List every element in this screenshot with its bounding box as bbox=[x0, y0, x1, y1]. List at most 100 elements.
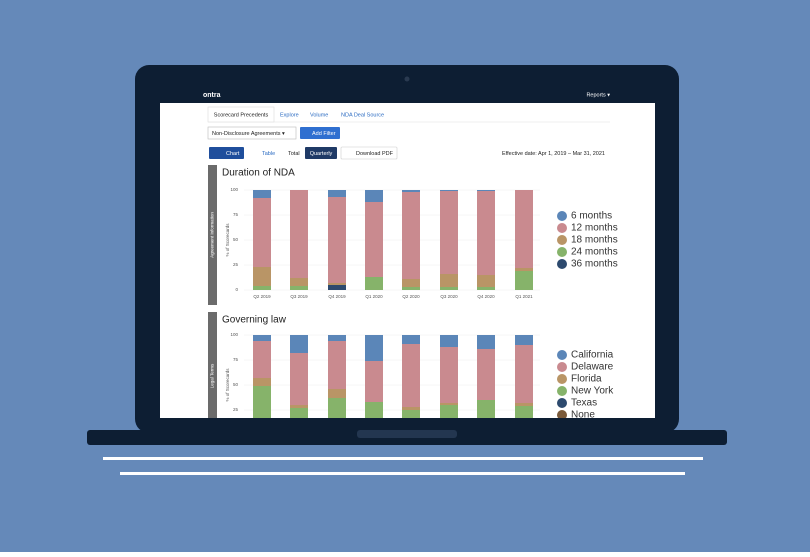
y-tick-label: 50 bbox=[233, 237, 239, 242]
bar-segment bbox=[402, 279, 420, 287]
screen: Scorecard Precedents Explore Volume NDA … bbox=[160, 103, 655, 421]
bar-segment bbox=[328, 389, 346, 398]
section-bar bbox=[208, 312, 217, 418]
deco-line bbox=[120, 472, 685, 475]
bar-segment bbox=[328, 341, 346, 389]
section-label: Legal Terms bbox=[210, 363, 215, 388]
bar-segment bbox=[515, 345, 533, 403]
trackpad-notch bbox=[357, 430, 457, 438]
bar-segment bbox=[290, 353, 308, 405]
tab[interactable]: Scorecard Precedents bbox=[214, 112, 269, 118]
bar-segment bbox=[365, 335, 383, 361]
legend-swatch bbox=[557, 350, 567, 360]
reports-menu[interactable]: Reports ▾ bbox=[586, 92, 610, 98]
bar-segment bbox=[290, 278, 308, 286]
total-button[interactable]: Total bbox=[288, 151, 300, 157]
bar-segment bbox=[253, 386, 271, 418]
add-filter-label: Add Filter bbox=[312, 131, 336, 137]
legend-label: 18 months bbox=[571, 235, 618, 246]
dropdown-label: Non-Disclosure Agreements ▾ bbox=[212, 131, 285, 137]
bar-segment bbox=[477, 349, 495, 400]
legend-swatch bbox=[557, 235, 567, 245]
chart-title: Duration of NDA bbox=[222, 168, 295, 179]
y-tick-label: 25 bbox=[233, 262, 239, 267]
x-tick-label: Q4 2020 bbox=[477, 294, 495, 299]
dropdown[interactable] bbox=[207, 126, 297, 140]
legend-label: None bbox=[571, 410, 595, 421]
chart-title: Governing law bbox=[222, 315, 287, 326]
logo: ontra bbox=[203, 92, 221, 99]
bar-segment bbox=[290, 405, 308, 408]
x-tick-label: Q2 2020 bbox=[402, 294, 420, 299]
effective-date: Effective date: Apr 1, 2019 – Mar 31, 20… bbox=[502, 151, 605, 157]
legend-swatch bbox=[557, 247, 567, 257]
download-label: Download PDF bbox=[356, 151, 394, 157]
chart-label: Chart bbox=[226, 151, 240, 157]
x-tick-label: Q1 2020 bbox=[365, 294, 383, 299]
legend-label: Texas bbox=[571, 398, 597, 409]
y-tick-label: 0 bbox=[235, 287, 238, 292]
bar-segment bbox=[365, 190, 383, 202]
bar-segment bbox=[477, 287, 495, 290]
x-tick-label: Q3 2020 bbox=[440, 294, 458, 299]
chart-button[interactable] bbox=[209, 147, 244, 159]
bar-segment bbox=[402, 410, 420, 418]
bar-segment bbox=[253, 267, 271, 286]
bar-segment bbox=[253, 198, 271, 267]
bar-segment bbox=[290, 408, 308, 418]
bar-segment bbox=[328, 283, 346, 285]
y-tick-label: 50 bbox=[233, 382, 239, 387]
bar-segment bbox=[402, 335, 420, 344]
legend-label: 12 months bbox=[571, 223, 618, 234]
bar-segment bbox=[440, 335, 458, 347]
section-label: Agreement Information bbox=[210, 212, 215, 258]
y-axis-label: % of Scorecards bbox=[225, 368, 230, 402]
legend-label: Florida bbox=[571, 374, 602, 385]
bar-segment bbox=[253, 378, 271, 386]
bar-segment bbox=[515, 268, 533, 271]
bar-segment bbox=[515, 271, 533, 290]
legend-label: 6 months bbox=[571, 211, 612, 222]
x-tick-label: Q2 2019 bbox=[253, 294, 271, 299]
bar-segment bbox=[440, 287, 458, 290]
table-button[interactable]: Table bbox=[262, 151, 275, 157]
legend-label: Delaware bbox=[571, 362, 614, 373]
bar-segment bbox=[328, 398, 346, 418]
download-button[interactable] bbox=[340, 146, 398, 160]
bar-segment bbox=[328, 190, 346, 197]
bar-segment bbox=[253, 286, 271, 290]
add-filter-button[interactable] bbox=[300, 127, 340, 139]
tab[interactable]: NDA Deal Source bbox=[341, 112, 384, 118]
bar-segment bbox=[365, 361, 383, 402]
camera bbox=[404, 76, 410, 82]
quarterly-button[interactable] bbox=[305, 147, 337, 159]
bar-segment bbox=[477, 400, 495, 418]
legend-swatch bbox=[557, 374, 567, 384]
bar-segment bbox=[440, 405, 458, 418]
bar-segment bbox=[440, 403, 458, 405]
bar-segment bbox=[477, 275, 495, 287]
legend-swatch bbox=[557, 362, 567, 372]
legend-swatch bbox=[557, 410, 567, 418]
x-tick-label: Q3 2019 bbox=[290, 294, 308, 299]
bar-segment bbox=[402, 190, 420, 192]
bar-segment bbox=[515, 335, 533, 345]
bar-segment bbox=[253, 335, 271, 341]
tab[interactable]: Explore bbox=[280, 112, 299, 118]
y-tick-label: 25 bbox=[233, 407, 239, 412]
legend-label: 36 months bbox=[571, 259, 618, 270]
y-tick-label: 100 bbox=[230, 332, 238, 337]
quarterly-label: Quarterly bbox=[310, 151, 333, 157]
bar-segment bbox=[440, 191, 458, 274]
bar-segment bbox=[402, 287, 420, 290]
tab[interactable]: Volume bbox=[310, 112, 328, 118]
bar-segment bbox=[328, 335, 346, 341]
bar-segment bbox=[477, 191, 495, 275]
legend-swatch bbox=[557, 386, 567, 396]
bar-segment bbox=[515, 403, 533, 406]
bar-segment bbox=[290, 286, 308, 290]
bar-segment bbox=[402, 407, 420, 410]
bar-segment bbox=[477, 190, 495, 191]
x-tick-label: Q4 2019 bbox=[328, 294, 346, 299]
